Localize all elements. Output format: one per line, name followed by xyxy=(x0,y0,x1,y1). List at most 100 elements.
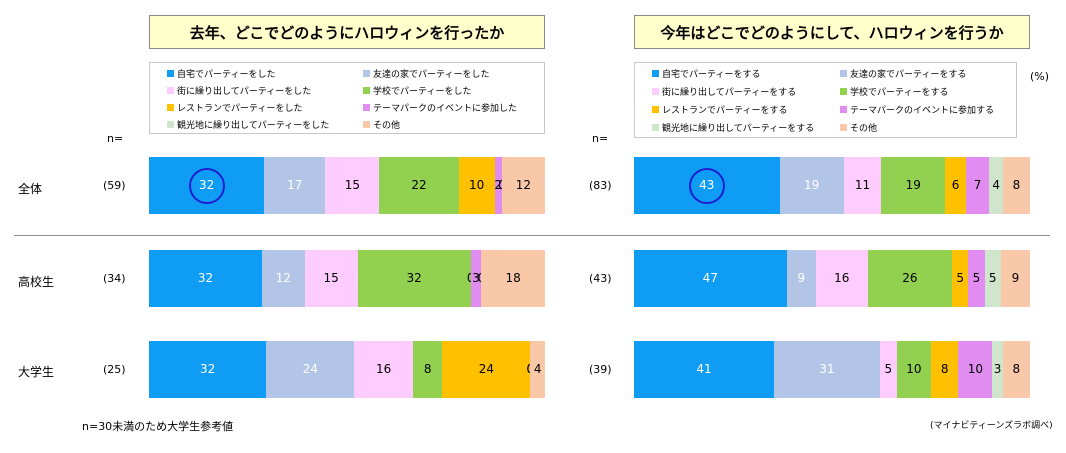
left-bar-segment xyxy=(357,250,471,307)
right-data-label: 31 xyxy=(819,362,835,376)
right-data-label: 26 xyxy=(902,271,918,285)
left-legend-label: その他 xyxy=(373,121,401,131)
right-bar-segment xyxy=(931,341,959,398)
right-n-value: (43) xyxy=(589,272,612,285)
left-bar-segment xyxy=(379,157,459,214)
left-data-label: 10 xyxy=(468,178,485,192)
left-legend-item: レストランでパーティーをした xyxy=(167,101,302,114)
right-n-value: (39) xyxy=(589,363,612,376)
right-legend-label: 観光地に繰り出してパーティーをする xyxy=(662,124,815,134)
left-bar-segment xyxy=(413,341,443,398)
right-legend-swatch xyxy=(652,70,659,77)
left-legend-item: 学校でパーティーをした xyxy=(363,84,471,97)
left-n-value: (34) xyxy=(103,272,126,285)
right-bar-segment xyxy=(879,341,897,398)
right-legend-item: その他 xyxy=(840,121,877,134)
left-data-label: 16 xyxy=(376,362,392,376)
left-bar-segment xyxy=(149,250,263,307)
left-data-label: 32 xyxy=(406,271,422,285)
row-name-highschool: 高校生 xyxy=(18,275,55,289)
left-bar-segment xyxy=(442,341,531,398)
left-bar-segment xyxy=(458,157,495,214)
row-name-university: 大学生 xyxy=(18,365,55,379)
left-bar-segment xyxy=(470,250,482,307)
right-bar-segment xyxy=(945,157,966,214)
left-highlight-circle xyxy=(188,167,225,204)
right-bar-segment xyxy=(1002,341,1030,398)
left-legend-label: 自宅でパーティーをした xyxy=(177,70,276,80)
right-legend-item: 観光地に繰り出してパーティーをする xyxy=(652,121,814,134)
right-data-label: 4 xyxy=(992,178,1000,192)
right-bar-segment xyxy=(867,250,953,307)
right-bar-segment xyxy=(896,341,931,398)
left-data-label: 18 xyxy=(505,271,521,285)
left-legend-swatch xyxy=(167,87,174,94)
left-data-label: 2 xyxy=(494,178,503,192)
left-data-label: 3 xyxy=(472,271,480,285)
right-legend-item: レストランでパーティーをする xyxy=(652,103,787,116)
right-data-label: 47 xyxy=(702,271,718,285)
right-data-label: 5 xyxy=(972,271,981,285)
right-data-label: 6 xyxy=(951,178,960,192)
left-legend-label: 学校でパーティーをした xyxy=(373,87,472,97)
right-legend-item: 街に繰り出してパーティーをする xyxy=(652,85,796,98)
left-legend-swatch xyxy=(167,121,174,128)
right-legend-label: 自宅でパーティーをする xyxy=(662,70,761,80)
left-bar-segment xyxy=(149,341,267,398)
left-bar-segment xyxy=(501,157,545,214)
right-data-label: 16 xyxy=(834,271,850,285)
left-n-value: (25) xyxy=(103,363,126,376)
right-bar-segment xyxy=(984,250,1001,307)
left-bar-segment xyxy=(262,250,305,307)
right-data-label: 19 xyxy=(804,178,820,192)
unit-label: (%) xyxy=(1030,70,1050,83)
left-legend-item: 観光地に繰り出してパーティーをした xyxy=(167,118,329,131)
right-data-label: 9 xyxy=(797,271,805,285)
right-bar-segment xyxy=(634,341,774,398)
left-n-value: (59) xyxy=(103,179,126,192)
right-legend-swatch xyxy=(840,88,847,95)
left-n-header: n= xyxy=(107,132,124,145)
right-bar-segment xyxy=(965,157,990,214)
right-bar-segment xyxy=(968,250,985,307)
left-legend-label: 街に繰り出してパーティーをした xyxy=(177,87,312,97)
right-bar-segment xyxy=(786,250,816,307)
left-legend-label: 友達の家でパーティーをした xyxy=(373,70,490,80)
left-legend-swatch xyxy=(363,87,370,94)
left-legend-item: 自宅でパーティーをした xyxy=(167,67,275,80)
right-bar-segment xyxy=(881,157,946,214)
right-n-header: n= xyxy=(592,132,609,145)
left-legend: 自宅でパーティーをした 友達の家でパーティーをした街に繰り出してパーティーをした 学… xyxy=(149,62,545,134)
left-legend-item: 友達の家でパーティーをした xyxy=(363,67,489,80)
right-legend-swatch xyxy=(652,88,659,95)
right-legend-swatch xyxy=(840,70,847,77)
left-data-label: 24 xyxy=(302,362,318,376)
left-legend-swatch xyxy=(167,70,174,77)
left-data-label: 15 xyxy=(323,271,339,285)
right-bar-segment xyxy=(992,341,1003,398)
right-bar-segment xyxy=(773,341,880,398)
right-data-label: 10 xyxy=(967,362,984,376)
right-data-label: 5 xyxy=(884,362,893,376)
left-legend-item: その他 xyxy=(363,118,400,131)
right-bar-segment xyxy=(989,157,1003,214)
right-chart-title: 今年はどこでどのようにして、ハロウィンを行うか xyxy=(634,15,1030,49)
right-data-label: 5 xyxy=(988,271,997,285)
left-legend-swatch xyxy=(363,121,370,128)
left-legend-label: レストランでパーティーをした xyxy=(177,104,303,114)
left-bar-segment xyxy=(530,341,545,398)
right-n-value: (83) xyxy=(589,179,612,192)
right-legend-label: レストランでパーティーをする xyxy=(662,106,788,116)
left-data-label: 12 xyxy=(515,178,532,192)
left-data-label: 4 xyxy=(533,362,542,376)
left-bar-segment xyxy=(304,250,358,307)
right-data-label: 10 xyxy=(906,362,922,376)
left-legend-swatch xyxy=(363,104,370,111)
right-data-label: 3 xyxy=(993,362,1002,376)
right-data-label: 41 xyxy=(696,362,712,376)
row-divider xyxy=(14,235,1050,236)
right-data-label: 7 xyxy=(973,178,982,192)
right-bar-segment xyxy=(815,250,868,307)
left-legend-item: テーマパークのイベントに参加した xyxy=(363,101,517,114)
left-data-label: 17 xyxy=(287,178,303,192)
